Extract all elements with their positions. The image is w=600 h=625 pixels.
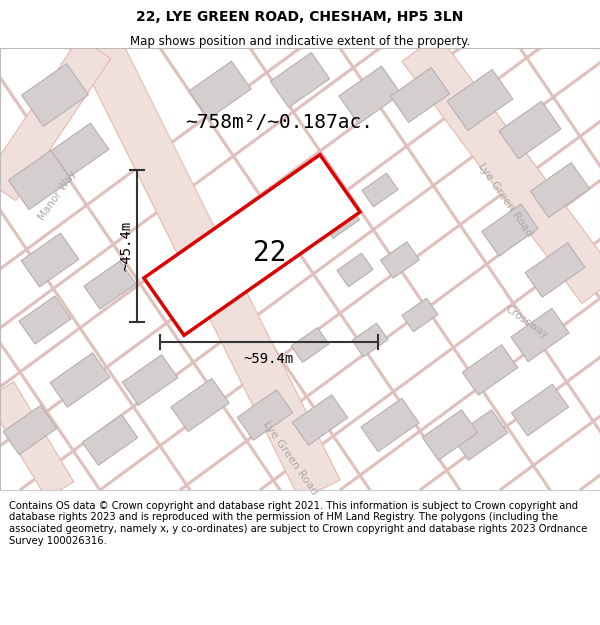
Polygon shape <box>402 34 600 303</box>
Text: Lye Green Road: Lye Green Road <box>476 161 534 239</box>
Polygon shape <box>525 242 585 298</box>
Polygon shape <box>189 61 251 119</box>
Polygon shape <box>0 48 461 491</box>
Polygon shape <box>51 123 109 177</box>
Polygon shape <box>0 48 541 491</box>
Polygon shape <box>463 345 518 395</box>
Polygon shape <box>419 48 600 491</box>
Polygon shape <box>337 253 373 287</box>
Polygon shape <box>499 101 561 159</box>
Polygon shape <box>391 68 449 122</box>
Text: Lye Green Road: Lye Green Road <box>261 419 319 497</box>
Polygon shape <box>422 410 478 460</box>
Polygon shape <box>238 390 293 440</box>
Polygon shape <box>19 296 71 344</box>
Polygon shape <box>511 308 569 362</box>
Polygon shape <box>0 48 301 491</box>
Polygon shape <box>0 48 191 491</box>
Text: ~45.4m: ~45.4m <box>119 221 133 271</box>
Polygon shape <box>144 154 360 336</box>
Polygon shape <box>259 48 600 491</box>
Polygon shape <box>352 323 388 357</box>
Polygon shape <box>340 48 600 491</box>
Polygon shape <box>499 48 600 491</box>
Polygon shape <box>8 151 71 209</box>
Polygon shape <box>320 202 359 238</box>
Polygon shape <box>447 69 513 131</box>
Text: Contains OS data © Crown copyright and database right 2021. This information is : Contains OS data © Crown copyright and d… <box>9 501 587 546</box>
Polygon shape <box>100 48 600 491</box>
Text: Manor Way: Manor Way <box>37 168 79 222</box>
Polygon shape <box>519 48 600 491</box>
Polygon shape <box>452 410 508 460</box>
Polygon shape <box>21 233 79 287</box>
Polygon shape <box>0 382 74 498</box>
Polygon shape <box>179 48 600 491</box>
Polygon shape <box>291 328 329 362</box>
Polygon shape <box>292 395 347 445</box>
Text: Map shows position and indicative extent of the property.: Map shows position and indicative extent… <box>130 34 470 48</box>
Polygon shape <box>84 261 136 309</box>
Polygon shape <box>0 48 380 491</box>
Polygon shape <box>82 415 137 465</box>
Text: ~59.4m: ~59.4m <box>244 352 294 366</box>
Polygon shape <box>3 406 57 454</box>
Polygon shape <box>159 48 461 491</box>
Polygon shape <box>339 66 401 124</box>
Polygon shape <box>0 38 111 201</box>
Polygon shape <box>171 378 229 432</box>
Polygon shape <box>122 355 178 405</box>
Polygon shape <box>429 48 600 491</box>
Text: ~758m²/~0.187ac.: ~758m²/~0.187ac. <box>185 112 373 131</box>
Polygon shape <box>530 162 590 217</box>
Polygon shape <box>50 352 110 408</box>
Polygon shape <box>482 204 538 256</box>
Polygon shape <box>362 173 398 207</box>
Polygon shape <box>249 48 551 491</box>
Text: 22, LYE GREEN ROAD, CHESHAM, HP5 3LN: 22, LYE GREEN ROAD, CHESHAM, HP5 3LN <box>136 9 464 24</box>
Polygon shape <box>0 48 101 491</box>
Polygon shape <box>511 384 569 436</box>
Text: Crossway: Crossway <box>504 304 550 341</box>
Polygon shape <box>580 48 600 491</box>
Polygon shape <box>402 298 438 332</box>
Polygon shape <box>80 38 340 500</box>
Text: 22: 22 <box>253 239 287 267</box>
Polygon shape <box>69 48 371 491</box>
Polygon shape <box>22 64 88 126</box>
Polygon shape <box>339 48 600 491</box>
Polygon shape <box>271 52 329 107</box>
Polygon shape <box>361 398 419 452</box>
Polygon shape <box>0 48 281 491</box>
Polygon shape <box>380 242 419 278</box>
Polygon shape <box>19 48 600 491</box>
